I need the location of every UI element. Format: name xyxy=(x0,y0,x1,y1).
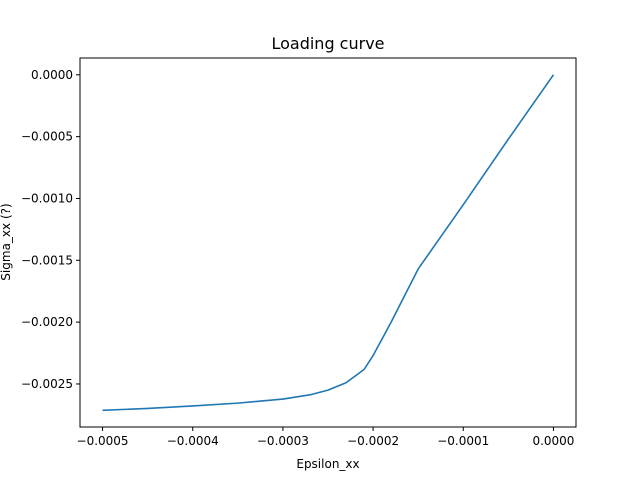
x-axis-label: Epsilon_xx xyxy=(296,457,359,471)
y-tick-label: −0.0025 xyxy=(21,377,73,391)
y-tick-label: −0.0010 xyxy=(21,191,73,205)
y-tick-label: 0.0000 xyxy=(31,68,73,82)
y-tick-label: −0.0015 xyxy=(21,253,73,267)
y-tick-label: −0.0005 xyxy=(21,130,73,144)
y-axis-label: Sigma_xx (?) xyxy=(0,203,13,280)
x-tick-label: −0.0005 xyxy=(77,434,129,448)
x-tick-label: −0.0002 xyxy=(347,434,399,448)
x-tick-label: 0.0000 xyxy=(532,434,574,448)
x-tick-label: −0.0003 xyxy=(257,434,309,448)
chart-title: Loading curve xyxy=(271,34,384,53)
x-axis-ticks: −0.0005 −0.0004 −0.0003 −0.0002 −0.0001 0.000… xyxy=(77,427,574,448)
x-tick-label: −0.0001 xyxy=(437,434,489,448)
x-tick-label: −0.0004 xyxy=(167,434,219,448)
series-line xyxy=(102,74,555,412)
y-tick-label: −0.0020 xyxy=(21,315,73,329)
y-axis-ticks: 0.0000 −0.0005 −0.0010 −0.0015 −0.0020 −0.002… xyxy=(21,68,80,391)
plot-frame xyxy=(79,57,577,428)
